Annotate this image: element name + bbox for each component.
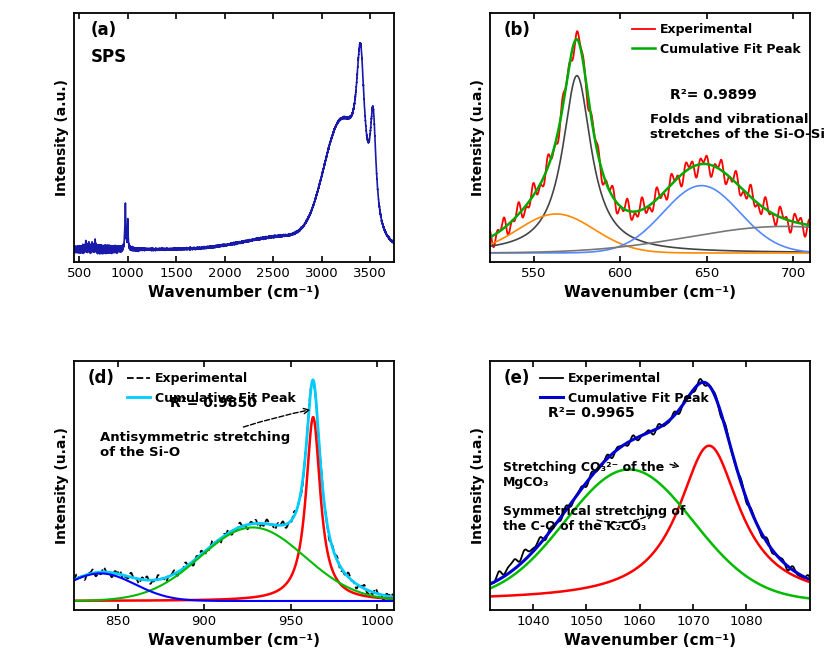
Cumulative Fit Peak <box>69 576 79 584</box>
Cumulative Fit Peak <box>796 220 806 228</box>
Cumulative Fit Peak <box>796 572 806 580</box>
Experimental <box>485 228 495 236</box>
Experimental <box>738 188 748 196</box>
Legend: Experimental, Cumulative Fit Peak: Experimental, Cumulative Fit Peak <box>629 19 804 60</box>
Y-axis label: Intensity (u.a.): Intensity (u.a.) <box>471 427 485 544</box>
Experimental <box>106 572 116 580</box>
Cumulative Fit Peak <box>738 186 748 194</box>
Experimental <box>796 215 806 223</box>
Text: (d): (d) <box>87 369 114 387</box>
Cumulative Fit Peak <box>390 593 399 601</box>
X-axis label: Wavenumber (cm⁻¹): Wavenumber (cm⁻¹) <box>565 633 737 648</box>
Text: SPS: SPS <box>90 48 127 66</box>
Experimental <box>69 576 79 584</box>
Cumulative Fit Peak <box>383 592 393 600</box>
Text: (b): (b) <box>504 21 530 39</box>
Line: Experimental: Experimental <box>490 31 810 247</box>
Cumulative Fit Peak <box>308 376 318 384</box>
Cumulative Fit Peak <box>641 429 651 438</box>
Y-axis label: Intensity (u.a.): Intensity (u.a.) <box>55 427 69 544</box>
Text: R²= 0.9850: R²= 0.9850 <box>170 396 257 410</box>
Y-axis label: Intensity (a.u.): Intensity (a.u.) <box>55 79 69 196</box>
Experimental <box>502 565 512 574</box>
Cumulative Fit Peak <box>571 36 581 44</box>
Line: Experimental: Experimental <box>490 379 810 584</box>
Experimental <box>738 482 748 490</box>
X-axis label: Wavenumber (cm⁻¹): Wavenumber (cm⁻¹) <box>565 285 737 300</box>
Cumulative Fit Peak <box>349 578 359 586</box>
X-axis label: Wavenumber (cm⁻¹): Wavenumber (cm⁻¹) <box>148 633 320 648</box>
Line: Cumulative Fit Peak: Cumulative Fit Peak <box>490 40 810 237</box>
Cumulative Fit Peak <box>502 571 512 579</box>
Experimental <box>633 436 643 444</box>
Text: (e): (e) <box>504 369 529 387</box>
Experimental <box>390 596 399 604</box>
Text: (a): (a) <box>90 21 117 39</box>
Text: Folds and vibrational
stretches of the Si-O-Si: Folds and vibrational stretches of the S… <box>651 113 825 141</box>
Cumulative Fit Peak <box>633 207 643 215</box>
Experimental <box>642 209 652 217</box>
Text: R²= 0.9965: R²= 0.9965 <box>548 406 635 420</box>
Cumulative Fit Peak <box>206 542 216 550</box>
Experimental <box>488 580 498 588</box>
Experimental <box>633 212 643 220</box>
Experimental <box>696 375 705 383</box>
Text: Symmetrical stretching of
the C-O of the K₂CO₃: Symmetrical stretching of the C-O of the… <box>504 505 686 533</box>
X-axis label: Wavenumber (cm⁻¹): Wavenumber (cm⁻¹) <box>148 285 320 300</box>
Cumulative Fit Peak <box>485 580 495 588</box>
Cumulative Fit Peak <box>698 379 708 387</box>
Y-axis label: Intensity (u.a.): Intensity (u.a.) <box>471 79 485 196</box>
Experimental <box>572 27 582 35</box>
Experimental <box>796 573 806 581</box>
Experimental <box>796 215 806 223</box>
Experimental <box>502 227 512 235</box>
Line: Experimental: Experimental <box>74 383 394 600</box>
Experimental <box>349 578 359 586</box>
Line: Cumulative Fit Peak: Cumulative Fit Peak <box>74 380 394 597</box>
Cumulative Fit Peak <box>502 222 512 230</box>
Cumulative Fit Peak <box>633 433 643 442</box>
Experimental <box>192 552 202 560</box>
Cumulative Fit Peak <box>106 569 116 577</box>
Experimental <box>206 541 216 549</box>
Legend: Experimental, Cumulative Fit Peak: Experimental, Cumulative Fit Peak <box>122 367 300 410</box>
Cumulative Fit Peak <box>805 221 815 229</box>
Experimental <box>308 379 318 387</box>
Experimental <box>489 243 499 251</box>
Legend: Experimental, Cumulative Fit Peak: Experimental, Cumulative Fit Peak <box>535 367 714 410</box>
Cumulative Fit Peak <box>125 573 135 581</box>
Cumulative Fit Peak <box>805 576 815 584</box>
Line: Cumulative Fit Peak: Cumulative Fit Peak <box>490 383 810 584</box>
Cumulative Fit Peak <box>641 204 651 212</box>
Experimental <box>805 576 815 584</box>
Experimental <box>125 570 135 578</box>
Text: Antisymmetric stretching
of the Si-O: Antisymmetric stretching of the Si-O <box>100 409 309 459</box>
Cumulative Fit Peak <box>796 220 806 228</box>
Text: R²= 0.9899: R²= 0.9899 <box>670 88 757 102</box>
Cumulative Fit Peak <box>192 554 202 562</box>
Text: Stretching CO₃²⁻ of the
MgCO₃: Stretching CO₃²⁻ of the MgCO₃ <box>504 461 678 488</box>
Experimental <box>796 573 806 581</box>
Cumulative Fit Peak <box>796 572 806 580</box>
Experimental <box>805 217 815 225</box>
Cumulative Fit Peak <box>738 484 748 492</box>
Experimental <box>485 578 495 586</box>
Experimental <box>641 428 651 436</box>
Experimental <box>383 591 393 599</box>
Cumulative Fit Peak <box>485 233 495 241</box>
